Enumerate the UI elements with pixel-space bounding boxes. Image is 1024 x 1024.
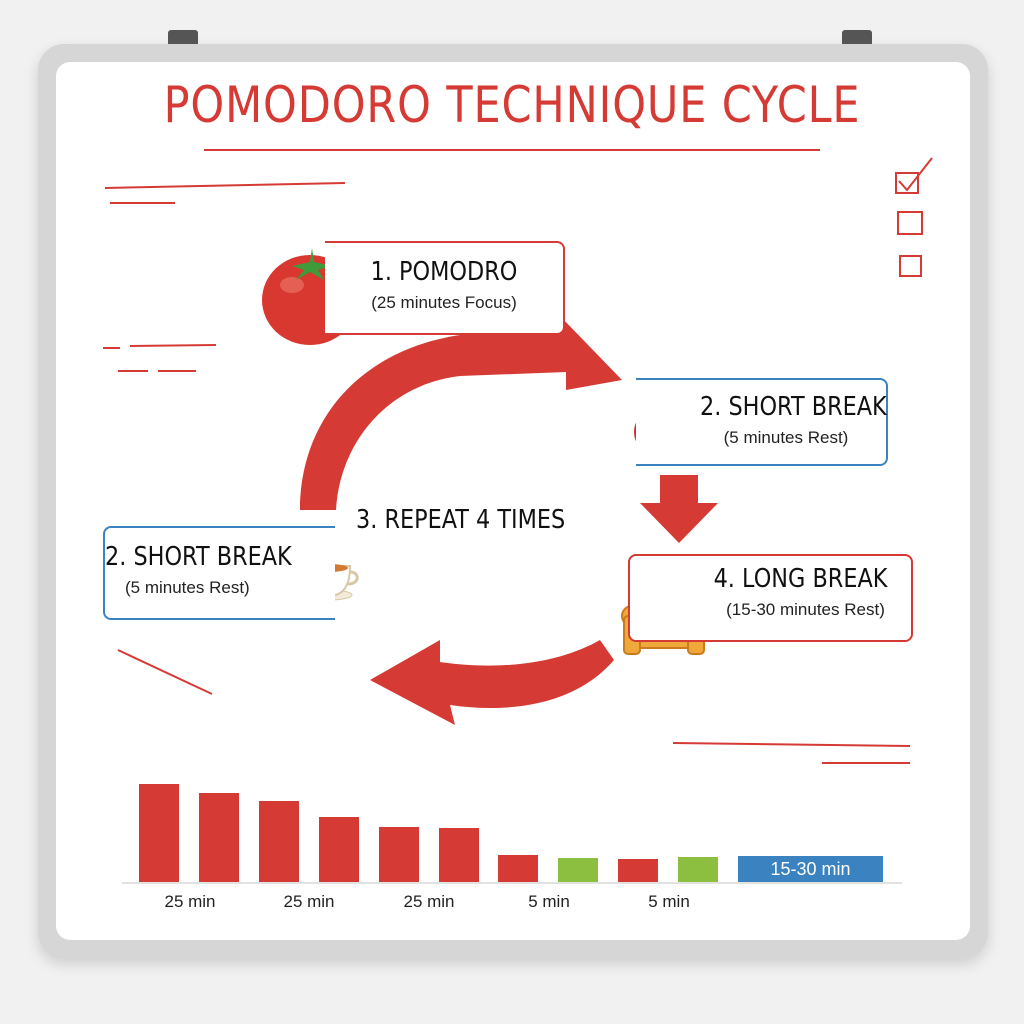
checkbox-empty xyxy=(897,211,923,235)
checkbox-checked xyxy=(895,172,919,194)
pomodoro-step-card: 1. POMODRO (25 minutes Focus) xyxy=(325,241,565,335)
check-mark-icon xyxy=(898,157,933,192)
step-subtitle: (15-30 minutes Rest) xyxy=(726,600,885,619)
arrow-top xyxy=(300,316,622,510)
bar xyxy=(139,784,179,882)
scribble-line xyxy=(117,649,213,695)
x-tick-label: 25 min xyxy=(403,892,455,911)
page-title: POMODORO TECHNIQUE CYCLE xyxy=(163,76,861,134)
board-clip xyxy=(168,30,198,44)
arrow-down xyxy=(640,475,718,543)
step-title: 2. SHORT BREAK xyxy=(700,392,887,422)
bar xyxy=(558,858,599,882)
bar xyxy=(258,801,299,882)
short-break-right-card: 2. SHORT BREAK (5 minutes Rest) xyxy=(636,378,888,466)
short-break-left-card: 2. SHORT BREAK (5 minutes Rest) xyxy=(103,526,335,620)
scribble-line xyxy=(104,182,346,189)
step-title: 1. POMODRO xyxy=(370,257,518,287)
chart-baseline xyxy=(122,882,902,884)
bar xyxy=(618,859,659,882)
repeat-label: 3. REPEAT 4 TIMES xyxy=(356,505,566,535)
checkbox-empty xyxy=(899,255,922,277)
x-tick-label: 25 min xyxy=(164,892,216,911)
x-tick-label: 5 min xyxy=(528,892,570,911)
board-clip xyxy=(842,30,872,44)
step-title: 4. LONG BREAK xyxy=(713,564,888,594)
long-break-card: 4. LONG BREAK (15-30 minutes Rest) xyxy=(628,554,913,642)
x-tick-label: 25 min xyxy=(283,892,335,911)
bar xyxy=(498,855,539,882)
bar xyxy=(678,857,719,882)
bar xyxy=(198,793,239,882)
arrow-bottom xyxy=(370,640,614,725)
bar xyxy=(438,828,479,882)
bar xyxy=(378,827,419,882)
bar xyxy=(318,817,359,882)
step-title: 2. SHORT BREAK xyxy=(105,542,292,572)
step-subtitle: (5 minutes Rest) xyxy=(723,428,849,447)
cycle-arrows xyxy=(300,316,718,725)
step-subtitle: (5 minutes Rest) xyxy=(125,578,250,597)
bar: 15-30 min xyxy=(738,856,883,882)
x-tick-label: 5 min xyxy=(648,892,690,911)
step-subtitle: (25 minutes Focus) xyxy=(371,293,517,312)
